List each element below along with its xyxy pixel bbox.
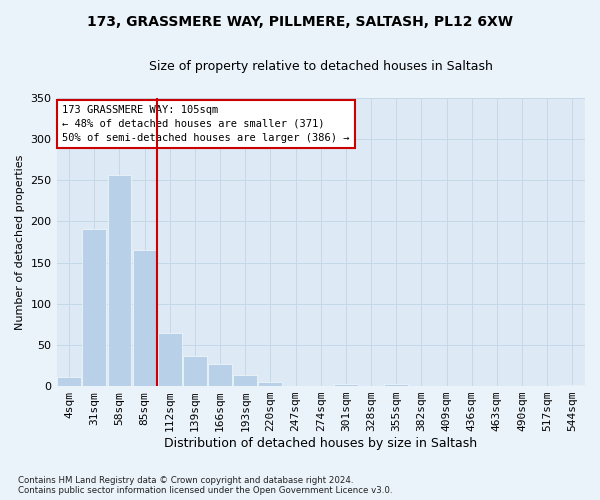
Bar — [57, 377, 81, 386]
Text: Contains HM Land Registry data © Crown copyright and database right 2024.
Contai: Contains HM Land Registry data © Crown c… — [18, 476, 392, 495]
Bar — [208, 364, 232, 386]
X-axis label: Distribution of detached houses by size in Saltash: Distribution of detached houses by size … — [164, 437, 478, 450]
Title: Size of property relative to detached houses in Saltash: Size of property relative to detached ho… — [149, 60, 493, 73]
Bar — [158, 332, 182, 386]
Y-axis label: Number of detached properties: Number of detached properties — [15, 154, 25, 330]
Bar — [107, 175, 131, 386]
Bar — [183, 356, 207, 386]
Bar — [259, 382, 283, 386]
Text: 173 GRASSMERE WAY: 105sqm
← 48% of detached houses are smaller (371)
50% of semi: 173 GRASSMERE WAY: 105sqm ← 48% of detac… — [62, 105, 349, 143]
Bar — [233, 376, 257, 386]
Text: 173, GRASSMERE WAY, PILLMERE, SALTASH, PL12 6XW: 173, GRASSMERE WAY, PILLMERE, SALTASH, P… — [87, 15, 513, 29]
Bar — [82, 229, 106, 386]
Bar — [385, 384, 408, 386]
Bar — [133, 250, 157, 386]
Bar — [334, 384, 358, 386]
